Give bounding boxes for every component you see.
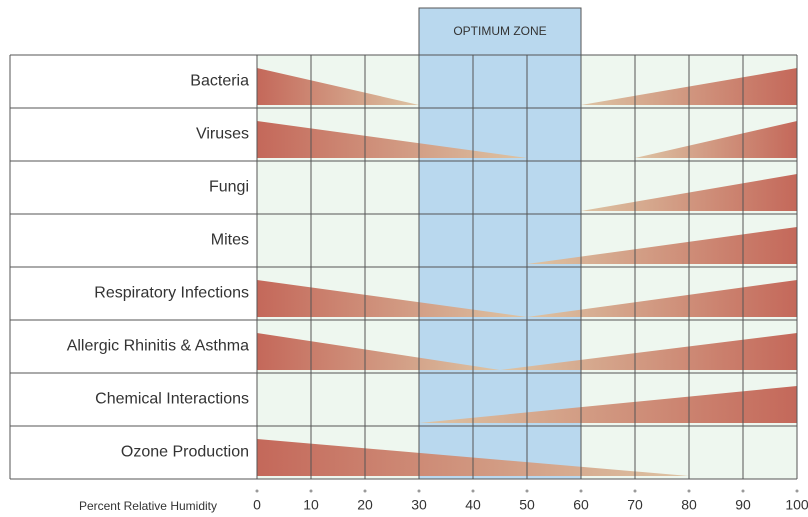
x-tick-label: 40 — [465, 497, 481, 513]
x-tick-label: 100 — [785, 497, 808, 513]
x-tick-label: 30 — [411, 497, 427, 513]
x-tick-label: 90 — [735, 497, 751, 513]
x-tick-label: 80 — [681, 497, 697, 513]
x-tick-mark — [687, 489, 691, 493]
x-tick-label: 50 — [519, 497, 535, 513]
risk-wedge-high — [527, 280, 797, 317]
risk-wedge-high — [419, 386, 797, 423]
row-label: Ozone Production — [121, 444, 249, 461]
x-tick-mark — [795, 489, 799, 493]
x-tick-label: 20 — [357, 497, 373, 513]
row-label: Chemical Interactions — [95, 391, 249, 408]
x-tick-mark — [255, 489, 259, 493]
x-tick-mark — [525, 489, 529, 493]
x-tick-label: 60 — [573, 497, 589, 513]
optimum-zone-label: OPTIMUM ZONE — [453, 24, 546, 38]
row-label: Respiratory Infections — [94, 285, 249, 302]
row-label: Allergic Rhinitis & Asthma — [67, 338, 249, 355]
row-label: Fungi — [209, 179, 249, 196]
row-label: Mites — [211, 232, 249, 249]
risk-wedge-high — [527, 227, 797, 264]
x-tick-mark — [471, 489, 475, 493]
x-tick-mark — [741, 489, 745, 493]
x-tick-label: 10 — [303, 497, 319, 513]
risk-wedge-low — [257, 68, 419, 105]
x-tick-mark — [309, 489, 313, 493]
x-tick-mark — [579, 489, 583, 493]
risk-wedge-low — [257, 121, 527, 158]
x-tick-mark — [633, 489, 637, 493]
row-label: Viruses — [196, 126, 249, 143]
x-axis-label: Percent Relative Humidity — [79, 499, 217, 513]
risk-wedge-low — [257, 333, 500, 370]
x-tick-label: 0 — [253, 497, 261, 513]
x-tick-mark — [417, 489, 421, 493]
risk-wedge-high — [635, 121, 797, 158]
risk-wedge-low — [257, 280, 527, 317]
x-tick-mark — [363, 489, 367, 493]
optimum-zone-header — [418, 7, 582, 56]
x-tick-label: 70 — [627, 497, 643, 513]
row-label: Bacteria — [190, 73, 249, 90]
risk-wedge-high — [500, 333, 797, 370]
